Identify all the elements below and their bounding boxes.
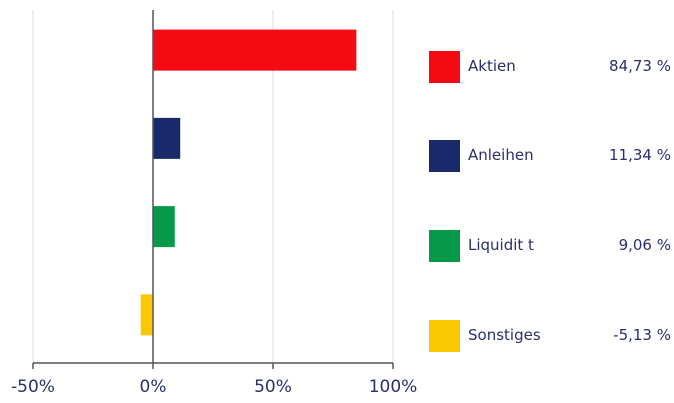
legend-item-anleihen: Anleihen 11,34 %: [429, 140, 671, 172]
legend-swatch: [429, 230, 460, 262]
bars: [140, 29, 357, 336]
bar-sonstiges: [140, 294, 153, 336]
legend-value: -5,13 %: [613, 326, 671, 344]
x-tick-label-2: 50%: [254, 377, 292, 397]
legend-label: Aktien: [468, 57, 516, 75]
bar-anleihen: [153, 117, 181, 159]
bar-aktien: [153, 29, 357, 71]
legend-label: Liquidit t: [468, 236, 534, 254]
legend-swatch: [429, 320, 460, 352]
legend-item-liquidit-t: Liquidit t 9,06 %: [429, 230, 671, 262]
axes: [32, 10, 394, 369]
legend-swatch: [429, 51, 460, 83]
x-tick-label-3: 100%: [369, 377, 418, 397]
bar-liquidit-t: [153, 206, 175, 248]
x-tick-labels: -50% 0% 50% 100%: [11, 377, 417, 397]
legend-value: 84,73 %: [609, 57, 671, 75]
x-tick-label-1: 0%: [140, 377, 167, 397]
bar-chart: -50% 0% 50% 100%: [11, 10, 417, 397]
legend-label: Sonstiges: [468, 326, 541, 344]
legend-swatch: [429, 140, 460, 172]
legend-item-aktien: Aktien 84,73 %: [429, 51, 671, 83]
legend-value: 11,34 %: [609, 146, 671, 164]
legend-label: Anleihen: [468, 146, 534, 164]
x-tick-label-0: -50%: [11, 377, 55, 397]
legend-value: 9,06 %: [618, 236, 671, 254]
legend-item-sonstiges: Sonstiges -5,13 %: [429, 320, 671, 352]
